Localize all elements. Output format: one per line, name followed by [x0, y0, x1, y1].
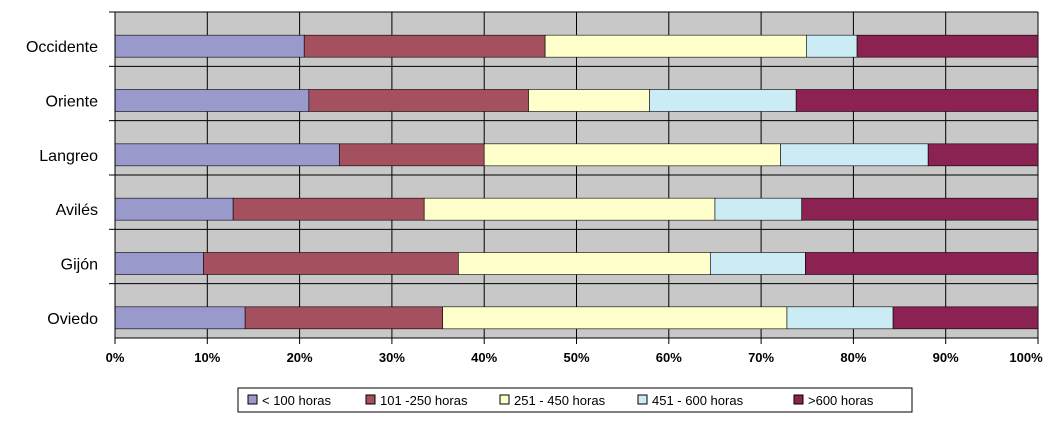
- bar-segment: [442, 306, 788, 330]
- bar-segment: [483, 143, 781, 167]
- bar-segment: [458, 252, 711, 275]
- x-tick-label: 10%: [194, 350, 220, 365]
- bar-segment: [528, 89, 650, 112]
- category-label: Oriente: [46, 94, 99, 111]
- x-tick-label: 20%: [287, 350, 313, 365]
- x-tick-label: 50%: [563, 350, 589, 365]
- plot-area: [114, 11, 1039, 339]
- bar-segment: [303, 34, 546, 58]
- bar-segment: [114, 306, 246, 330]
- axes: Occidente Oriente Langreo Avilés Gijón Oviedo…: [26, 11, 1043, 365]
- x-tick-label: 0%: [106, 350, 125, 365]
- bar-segment: [710, 252, 806, 275]
- bar-segment: [423, 197, 716, 221]
- bar-segment: [338, 143, 485, 167]
- legend-swatch: [793, 394, 804, 405]
- category-label: Occidente: [26, 39, 98, 56]
- bar-segment: [114, 143, 340, 167]
- legend-swatch: [365, 394, 376, 405]
- bar-segment: [203, 252, 459, 275]
- bar-segment: [806, 34, 858, 58]
- x-tick-label: 100%: [1009, 350, 1043, 365]
- bar-segment: [649, 89, 797, 112]
- legend-label: 451 - 600 horas: [652, 393, 744, 408]
- bar-segment: [927, 143, 1039, 167]
- bar-segment: [244, 306, 443, 330]
- legend-swatch: [637, 394, 648, 405]
- bar-segment: [714, 197, 803, 221]
- bar-segment: [114, 34, 305, 58]
- bar-segment: [801, 197, 1039, 221]
- bar-segment: [780, 143, 929, 167]
- bar-segment: [892, 306, 1039, 330]
- x-tick-label: 30%: [379, 350, 405, 365]
- bar-segment: [795, 89, 1039, 112]
- bar-segment: [856, 34, 1039, 58]
- category-label: Oviedo: [47, 311, 98, 328]
- x-tick-label: 80%: [840, 350, 866, 365]
- legend-swatch: [499, 394, 510, 405]
- legend-label: 251 - 450 horas: [514, 393, 606, 408]
- bar-segment: [232, 197, 425, 221]
- x-tick-label: 40%: [471, 350, 497, 365]
- bar-segment: [114, 197, 234, 221]
- x-tick-label: 60%: [656, 350, 682, 365]
- category-label: Langreo: [39, 148, 98, 165]
- legend-label: < 100 horas: [262, 393, 332, 408]
- legend-label: 101 -250 horas: [380, 393, 468, 408]
- bar-segment: [544, 34, 807, 58]
- bar-segment: [114, 252, 204, 275]
- x-tick-label: 90%: [933, 350, 959, 365]
- bar-segment: [308, 89, 529, 112]
- bar-segment: [786, 306, 894, 330]
- bar-segment: [114, 89, 310, 112]
- category-label: Avilés: [56, 202, 98, 219]
- legend-label: >600 horas: [808, 393, 874, 408]
- x-tick-label: 70%: [748, 350, 774, 365]
- category-label: Gijón: [61, 257, 98, 274]
- bar-segment: [805, 252, 1039, 275]
- legend: < 100 horas 101 -250 horas 251 - 450 horas…: [237, 387, 913, 413]
- legend-swatch: [247, 394, 258, 405]
